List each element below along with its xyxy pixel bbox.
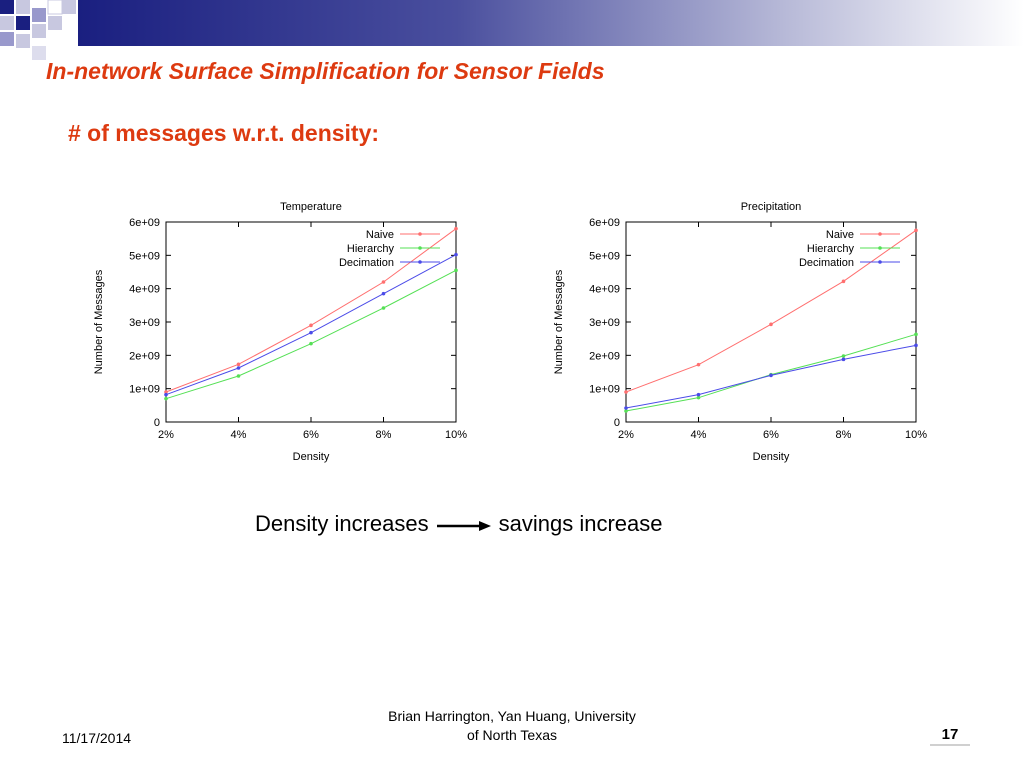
y-axis-label: Number of Messages bbox=[93, 269, 105, 374]
y-tick-label: 4e+09 bbox=[589, 284, 620, 296]
y-tick-label: 6e+09 bbox=[129, 217, 160, 229]
data-point bbox=[381, 280, 386, 284]
legend-marker bbox=[418, 260, 422, 264]
x-tick-label: 10% bbox=[905, 429, 927, 441]
y-tick-label: 2e+09 bbox=[129, 350, 160, 362]
data-point bbox=[381, 306, 386, 310]
slide-title: In-network Surface Simplification for Se… bbox=[46, 58, 605, 84]
x-tick-label: 8% bbox=[376, 429, 392, 441]
legend-label: Decimation bbox=[799, 257, 854, 269]
data-point bbox=[841, 354, 846, 358]
legend-marker bbox=[878, 246, 882, 250]
page-number: 17 bbox=[941, 726, 959, 743]
x-tick-label: 4% bbox=[691, 429, 707, 441]
legend-marker bbox=[418, 246, 422, 250]
series-line-naive bbox=[165, 228, 457, 393]
data-point bbox=[236, 362, 241, 367]
y-tick-label: 4e+09 bbox=[129, 284, 160, 296]
data-point bbox=[454, 226, 458, 231]
x-tick-label: 6% bbox=[763, 429, 779, 441]
data-point bbox=[624, 390, 628, 394]
data-point bbox=[624, 406, 628, 410]
y-tick-label: 0 bbox=[614, 417, 620, 429]
x-tick-label: 6% bbox=[303, 429, 319, 441]
series-line-naive bbox=[625, 229, 917, 393]
x-tick-label: 2% bbox=[618, 429, 634, 441]
data-point bbox=[914, 332, 918, 337]
slide-subtitle: # of messages w.r.t. density: bbox=[68, 120, 380, 146]
data-point bbox=[914, 343, 918, 348]
corner-decoration bbox=[0, 0, 76, 60]
x-tick-label: 10% bbox=[445, 429, 467, 441]
data-point bbox=[696, 392, 701, 397]
legend-label: Naive bbox=[826, 229, 854, 241]
data-point bbox=[696, 395, 701, 400]
y-tick-label: 5e+09 bbox=[589, 250, 620, 262]
legend-label: Hierarchy bbox=[807, 243, 855, 255]
data-point bbox=[914, 228, 918, 233]
x-axis-label: Density bbox=[293, 451, 330, 463]
legend-marker bbox=[418, 232, 422, 236]
chart-precipitation: Precipitation 0 1e+09 2e+09 3e+09 4e+09 5e+09 6… bbox=[553, 201, 927, 463]
y-tick-label: 1e+09 bbox=[589, 384, 620, 396]
data-point bbox=[454, 252, 458, 257]
series-line-hierarchy bbox=[165, 269, 457, 400]
chart-title: Precipitation bbox=[741, 201, 802, 213]
legend-marker bbox=[878, 232, 882, 236]
footer-authors-line1: Brian Harrington, Yan Huang, University bbox=[388, 708, 636, 724]
data-point bbox=[236, 374, 241, 378]
data-point bbox=[841, 357, 846, 362]
y-tick-label: 3e+09 bbox=[589, 317, 620, 329]
x-tick-label: 2% bbox=[158, 429, 174, 441]
legend-label: Hierarchy bbox=[347, 243, 395, 255]
footer-date: 11/17/2014 bbox=[62, 730, 132, 746]
caption: Density increases savings increase bbox=[255, 511, 663, 537]
data-point bbox=[769, 322, 773, 327]
footer-authors: Brian Harrington, Yan Huang, University … bbox=[340, 707, 684, 745]
y-tick-label: 5e+09 bbox=[129, 250, 160, 262]
y-tick-label: 1e+09 bbox=[129, 384, 160, 396]
data-point bbox=[769, 373, 773, 378]
arrow-right-icon bbox=[436, 521, 491, 531]
y-tick-label: 0 bbox=[154, 417, 160, 429]
data-point bbox=[164, 392, 168, 397]
data-point bbox=[236, 366, 241, 370]
data-point bbox=[696, 362, 701, 367]
data-point bbox=[841, 279, 846, 284]
chart-temperature: Temperature 0 1e+09 2e+09 3e+09 4e+09 5e+09 6e+… bbox=[93, 201, 467, 463]
footer-authors-line2: of North Texas bbox=[466, 727, 557, 743]
legend-label: Decimation bbox=[339, 257, 394, 269]
x-tick-label: 8% bbox=[836, 429, 852, 441]
y-tick-label: 2e+09 bbox=[589, 350, 620, 362]
legend-label: Naive bbox=[366, 229, 394, 241]
page-number-underline bbox=[930, 744, 970, 746]
title-banner bbox=[78, 0, 1024, 46]
data-point bbox=[454, 268, 458, 273]
legend-marker bbox=[878, 260, 882, 264]
chart-title: Temperature bbox=[280, 201, 342, 213]
x-axis-label: Density bbox=[753, 451, 790, 463]
data-point bbox=[309, 323, 313, 328]
x-tick-label: 4% bbox=[231, 429, 247, 441]
data-point bbox=[164, 396, 168, 401]
y-tick-label: 3e+09 bbox=[129, 317, 160, 329]
plot-frame bbox=[625, 221, 917, 423]
plot-frame bbox=[165, 221, 457, 423]
caption-right-text: savings increase bbox=[498, 511, 663, 536]
data-point bbox=[624, 409, 628, 413]
y-axis-label: Number of Messages bbox=[553, 269, 565, 374]
data-point bbox=[309, 330, 313, 335]
caption-left-text: Density increases bbox=[255, 511, 429, 536]
data-point bbox=[381, 291, 386, 296]
y-tick-label: 6e+09 bbox=[589, 217, 620, 229]
data-point bbox=[164, 390, 168, 394]
data-point bbox=[309, 341, 313, 346]
